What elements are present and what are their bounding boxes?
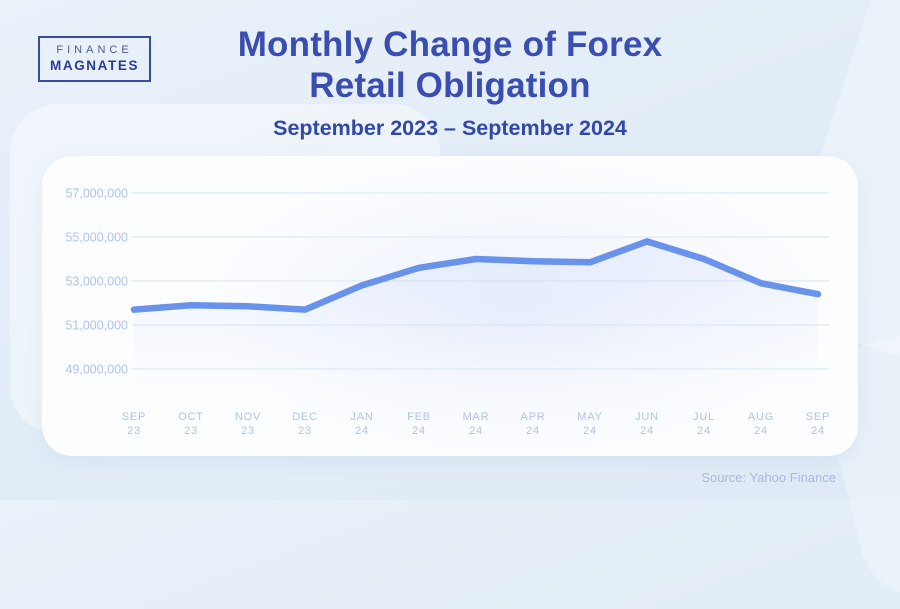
- series-area-fill: [134, 241, 818, 388]
- x-axis-tick-label: FEB 24: [407, 411, 431, 437]
- y-axis-tick-label: 49,000,000: [65, 363, 128, 377]
- x-axis-tick-label: DEC 23: [292, 411, 318, 437]
- source-attribution: Source: Yahoo Finance: [701, 470, 836, 485]
- page-title-line1: Monthly Change of Forex: [237, 25, 663, 64]
- x-axis-tick-label: JUL 24: [693, 411, 715, 437]
- x-axis-tick-label: MAR 24: [463, 411, 490, 437]
- chart-header: Monthly Change of Forex Retail Obligatio…: [0, 25, 900, 141]
- x-axis-tick-label: SEP 24: [806, 411, 830, 437]
- page-title-line2: Retail Obligation: [309, 65, 591, 105]
- finance-magnates-logo: FINANCE MAGNATES: [38, 36, 152, 82]
- x-axis-tick-label: MAY 24: [577, 411, 602, 437]
- y-axis-tick-label: 57,000,000: [65, 187, 128, 201]
- line-chart: 57,000,000 55,000,000 53,000,000 51,000,000…: [65, 187, 830, 437]
- x-axis-tick-label: SEP 23: [122, 411, 146, 437]
- x-axis-tick-label: APR 24: [520, 411, 545, 437]
- x-axis-tick-label: JUN 24: [635, 411, 659, 437]
- page-title: Monthly Change of Forex Retail Obligatio…: [0, 25, 900, 107]
- x-axis-tick-label: JAN 24: [350, 411, 373, 437]
- page-subtitle: September 2023 – September 2024: [273, 115, 627, 140]
- x-axis-tick-label: OCT 23: [178, 411, 204, 437]
- x-axis-tick-label: NOV 23: [235, 411, 261, 437]
- chart-card: 57,000,000 55,000,000 53,000,000 51,000,000…: [42, 156, 858, 456]
- series-line-retail-obligation: [130, 238, 822, 313]
- logo-line-finance: FINANCE: [56, 44, 133, 56]
- y-axis-tick-label: 51,000,000: [65, 319, 128, 333]
- logo-line-magnates: MAGNATES: [50, 57, 140, 73]
- x-axis-tick-label: AUG 24: [748, 411, 774, 437]
- y-axis-tick-label: 53,000,000: [65, 275, 128, 289]
- y-axis-tick-label: 55,000,000: [65, 231, 128, 245]
